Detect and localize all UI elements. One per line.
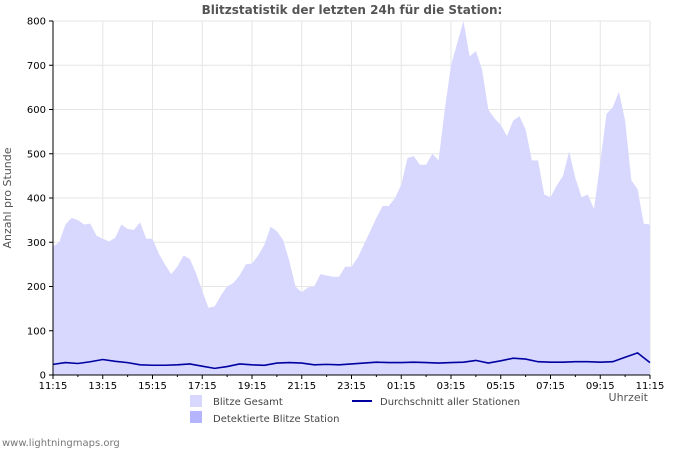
x-tick-label: 17:15 — [188, 381, 217, 392]
x-tick-label: 03:15 — [437, 381, 466, 392]
y-tick-labels: 0 100 200 300 400 500 600 700 800 — [27, 17, 46, 382]
x-tick-label: 07:15 — [536, 381, 565, 392]
x-tick-label: 13:15 — [88, 381, 117, 392]
series-line-average — [52, 351, 651, 370]
legend-label-average: Durchschnitt aller Stationen — [380, 397, 520, 408]
y-tick-label: 100 — [27, 326, 46, 337]
x-tick-label: 19:15 — [238, 381, 267, 392]
y-tick-label: 800 — [27, 17, 46, 28]
footer-credit: www.lightningmaps.org — [2, 438, 120, 449]
axes — [49, 20, 651, 379]
y-tick-label: 400 — [27, 194, 46, 205]
chart-title: Blitzstatistik der letzten 24h für die S… — [202, 3, 503, 17]
y-tick-label: 600 — [27, 105, 46, 116]
legend: Blitze Gesamt Detektierte Blitze Station… — [190, 395, 520, 425]
y-axis-label: Anzahl pro Stunde — [1, 147, 14, 248]
x-tick-label: 15:15 — [138, 381, 167, 392]
y-tick-label: 700 — [27, 61, 46, 72]
legend-label-total: Blitze Gesamt — [213, 397, 283, 408]
line-layer — [52, 351, 651, 370]
y-tick-label: 300 — [27, 238, 46, 249]
y-tick-label: 500 — [27, 149, 46, 160]
y-tick-label: 0 — [40, 371, 46, 382]
x-tick-label: 23:15 — [337, 381, 366, 392]
series-area-total-strikes — [53, 21, 650, 375]
x-tick-label: 11:15 — [636, 381, 665, 392]
x-tick-label: 21:15 — [287, 381, 316, 392]
x-tick-label: 11:15 — [39, 381, 68, 392]
x-axis-label: Uhrzeit — [609, 391, 649, 404]
area-layer — [53, 21, 650, 375]
x-tick-labels: 11:15 13:15 15:15 17:15 19:15 21:15 23:15 01:15… — [39, 381, 665, 392]
y-tick-label: 200 — [27, 282, 46, 293]
x-tick-label: 05:15 — [486, 381, 515, 392]
legend-label-detected: Detektierte Blitze Station — [213, 414, 339, 425]
x-tick-label: 09:15 — [586, 381, 615, 392]
x-tick-label: 01:15 — [387, 381, 416, 392]
legend-swatch-detected — [190, 411, 202, 423]
legend-swatch-total — [190, 395, 202, 407]
